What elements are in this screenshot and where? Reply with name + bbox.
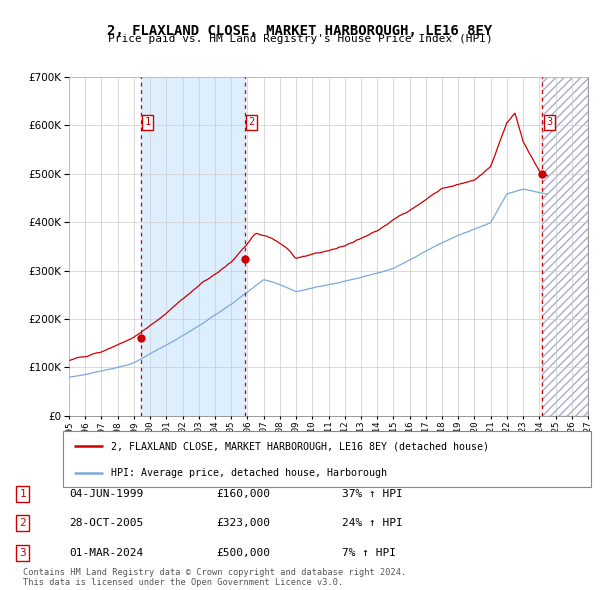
Text: 04-JUN-1999: 04-JUN-1999	[69, 489, 143, 499]
Bar	[542, 77, 588, 416]
Bar	[140, 77, 245, 416]
FancyBboxPatch shape	[63, 431, 591, 487]
Text: 2: 2	[249, 117, 255, 127]
Text: £323,000: £323,000	[216, 519, 270, 528]
Text: £500,000: £500,000	[216, 548, 270, 558]
Text: 37% ↑ HPI: 37% ↑ HPI	[342, 489, 403, 499]
Text: 1: 1	[19, 489, 26, 499]
Text: 3: 3	[19, 548, 26, 558]
Text: 2: 2	[19, 519, 26, 528]
Text: 2, FLAXLAND CLOSE, MARKET HARBOROUGH, LE16 8EY (detached house): 2, FLAXLAND CLOSE, MARKET HARBOROUGH, LE…	[110, 441, 488, 451]
Text: £160,000: £160,000	[216, 489, 270, 499]
Text: 2, FLAXLAND CLOSE, MARKET HARBOROUGH, LE16 8EY: 2, FLAXLAND CLOSE, MARKET HARBOROUGH, LE…	[107, 24, 493, 38]
Bar	[542, 77, 588, 416]
Text: Price paid vs. HM Land Registry's House Price Index (HPI): Price paid vs. HM Land Registry's House …	[107, 34, 493, 44]
Text: 24% ↑ HPI: 24% ↑ HPI	[342, 519, 403, 528]
Text: 3: 3	[546, 117, 553, 127]
Text: Contains HM Land Registry data © Crown copyright and database right 2024.
This d: Contains HM Land Registry data © Crown c…	[23, 568, 406, 587]
Text: 28-OCT-2005: 28-OCT-2005	[69, 519, 143, 528]
Text: 7% ↑ HPI: 7% ↑ HPI	[342, 548, 396, 558]
Text: 1: 1	[145, 117, 151, 127]
Text: HPI: Average price, detached house, Harborough: HPI: Average price, detached house, Harb…	[110, 468, 386, 478]
Text: 01-MAR-2024: 01-MAR-2024	[69, 548, 143, 558]
